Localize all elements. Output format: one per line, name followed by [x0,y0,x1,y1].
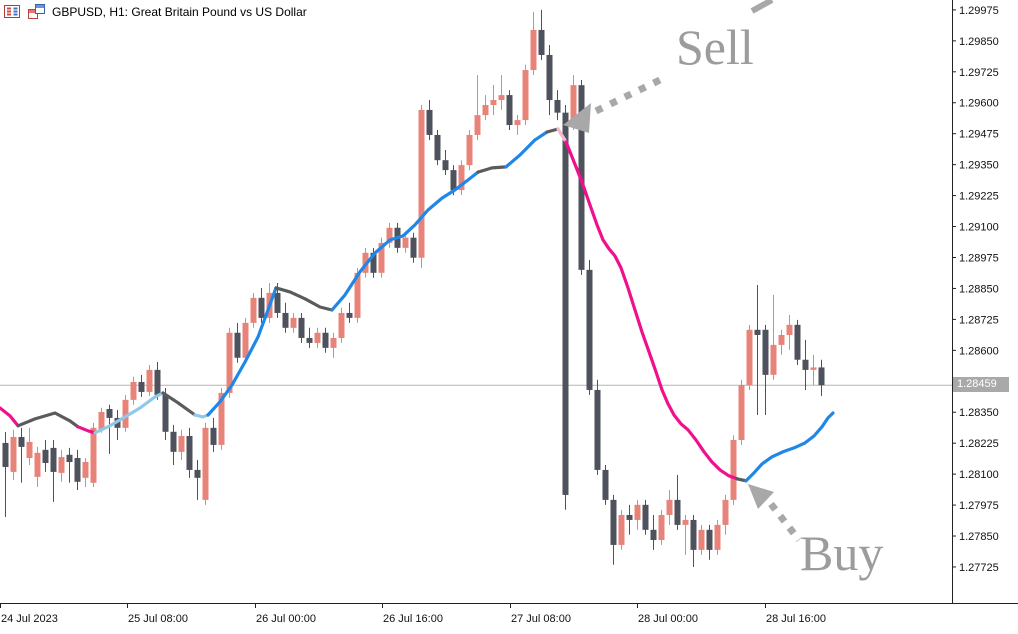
svg-text:1.28600: 1.28600 [959,345,999,357]
sell-annotation-label[interactable]: Sell [676,19,754,75]
svg-text:28 Jul 00:00: 28 Jul 00:00 [638,613,698,625]
price-badge: 1.28459 [953,377,1009,393]
time-axis[interactable]: 24 Jul 2023 25 Jul 08:00 26 Jul 00:00 26 Ju… [0,603,826,625]
svg-text:1.29225: 1.29225 [959,191,999,203]
svg-text:1.29350: 1.29350 [959,160,999,172]
charts-list-icon [4,4,21,19]
svg-text:25 Jul 08:00: 25 Jul 08:00 [128,613,188,625]
svg-text:1.28850: 1.28850 [959,283,999,295]
svg-text:28 Jul 16:00: 28 Jul 16:00 [766,613,826,625]
buy-annotation-label[interactable]: Buy [800,525,884,581]
buy-arrow [748,484,802,543]
svg-text:26 Jul 00:00: 26 Jul 00:00 [256,613,316,625]
svg-text:1.29600: 1.29600 [959,98,999,110]
svg-text:1.28975: 1.28975 [959,252,999,264]
svg-text:27 Jul 08:00: 27 Jul 08:00 [511,613,571,625]
arrow-fragment [750,0,774,14]
ma-indicator [0,127,835,483]
svg-text:1.28350: 1.28350 [959,407,999,419]
svg-text:1.28225: 1.28225 [959,438,999,450]
svg-text:24 Jul 2023: 24 Jul 2023 [1,613,58,625]
price-axis[interactable]: 1.29975 1.29850 1.29725 1.29600 1.29475 1.293… [952,5,999,574]
svg-text:1.27850: 1.27850 [959,531,999,543]
chart-title: GBPUSD, H1: Great Britain Pound vs US Do… [52,4,307,19]
sell-arrow [563,74,666,133]
bar-chart-icon [28,4,45,19]
svg-text:1.28100: 1.28100 [959,469,999,481]
svg-text:1.29100: 1.29100 [959,222,999,234]
svg-text:1.27725: 1.27725 [959,562,999,574]
svg-text:1.29475: 1.29475 [959,129,999,141]
svg-text:1.29850: 1.29850 [959,36,999,48]
chart-borders [0,0,1018,604]
svg-text:1.27975: 1.27975 [959,500,999,512]
svg-text:26 Jul 16:00: 26 Jul 16:00 [383,613,443,625]
svg-text:1.29975: 1.29975 [959,5,999,17]
svg-text:1.29725: 1.29725 [959,67,999,79]
chart-title-bar: GBPUSD, H1: Great Britain Pound vs US Do… [4,4,307,19]
svg-text:1.28725: 1.28725 [959,314,999,326]
candles-layer[interactable] [2,9,825,567]
